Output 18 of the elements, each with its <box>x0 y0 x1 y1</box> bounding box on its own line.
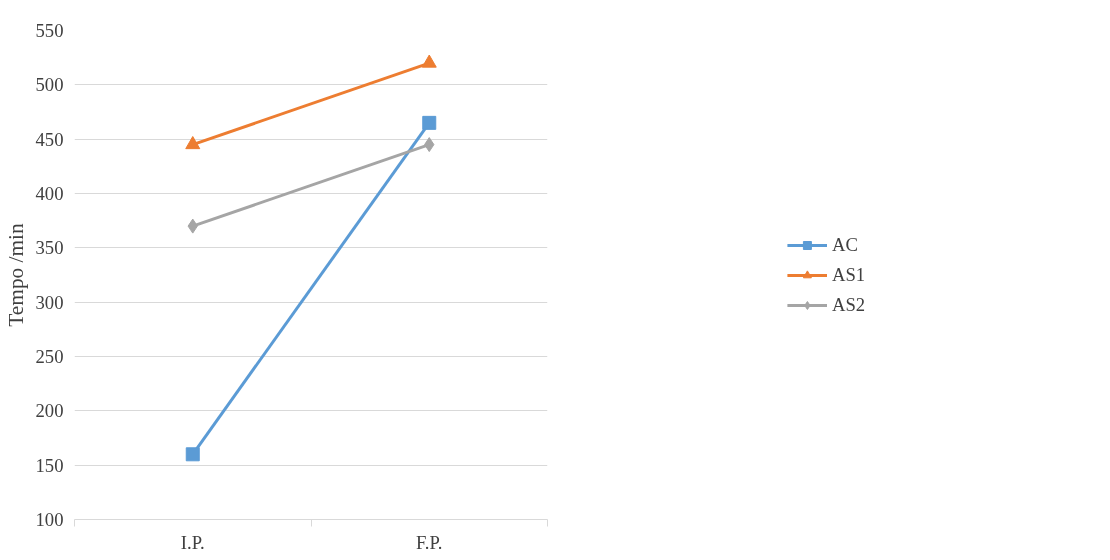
y-tick-label: 100 <box>35 509 64 530</box>
x-tick-label: F.P. <box>415 531 443 553</box>
point <box>422 115 437 130</box>
y-tick-label: 450 <box>35 128 64 150</box>
y-tick-label: 400 <box>35 183 64 204</box>
x-tick-label: I.P. <box>180 531 205 553</box>
y-tick-label: 250 <box>35 346 64 367</box>
y-tick-label: 350 <box>35 237 64 259</box>
legend-label: AC <box>831 233 858 256</box>
y-axis-title: Tempo /min <box>3 222 28 327</box>
y-tick-label: 550 <box>35 20 64 41</box>
point <box>185 447 200 462</box>
y-tick-label: 300 <box>35 291 64 313</box>
y-tick-label: 500 <box>35 74 64 96</box>
y-tick-label: 200 <box>35 400 64 422</box>
legend-label: AS2 <box>831 293 866 316</box>
y-tick-label: 150 <box>35 454 64 476</box>
legend-label: AS1 <box>831 263 866 286</box>
